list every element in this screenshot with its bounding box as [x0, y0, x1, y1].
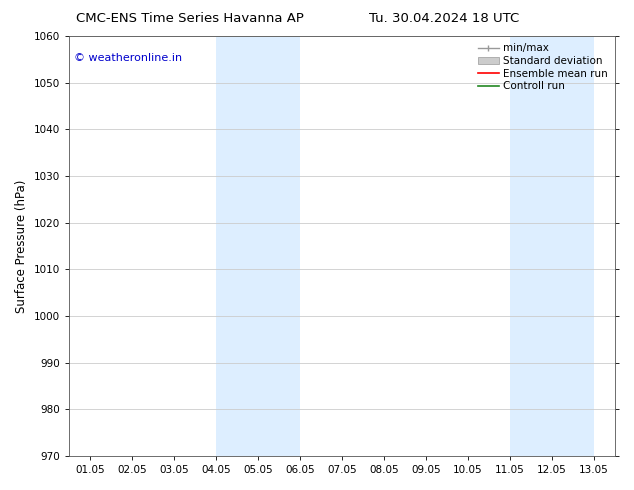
- Text: Tu. 30.04.2024 18 UTC: Tu. 30.04.2024 18 UTC: [369, 12, 519, 25]
- Legend: min/max, Standard deviation, Ensemble mean run, Controll run: min/max, Standard deviation, Ensemble me…: [476, 41, 610, 93]
- Text: CMC-ENS Time Series Havanna AP: CMC-ENS Time Series Havanna AP: [76, 12, 304, 25]
- Bar: [510, 36, 594, 456]
- Bar: [216, 36, 300, 456]
- Y-axis label: Surface Pressure (hPa): Surface Pressure (hPa): [15, 179, 28, 313]
- Text: © weatheronline.in: © weatheronline.in: [74, 53, 183, 63]
